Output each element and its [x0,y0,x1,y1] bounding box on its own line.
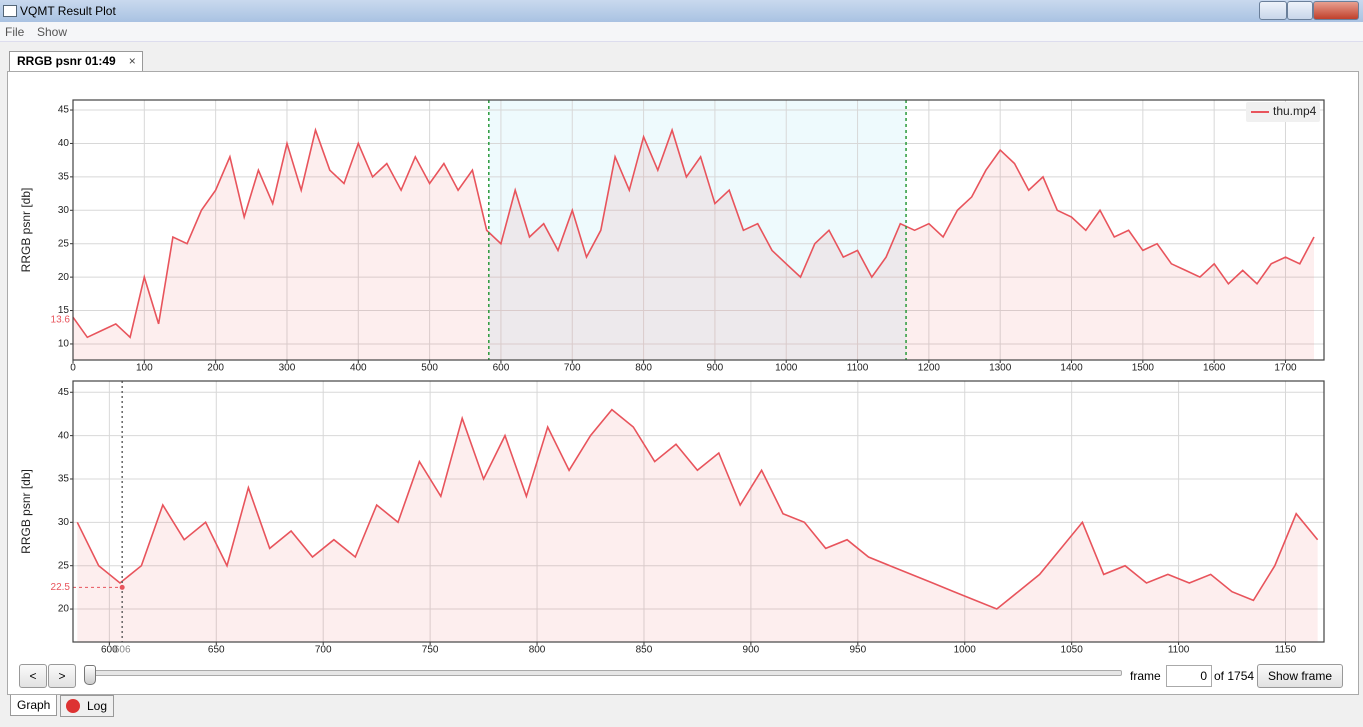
x-tick-label: 800 [529,645,546,656]
tab-close[interactable]: × [128,54,136,68]
x-tick-label: 0 [70,363,76,374]
total-label: of 1754 [1214,669,1255,683]
error-icon [66,699,80,713]
next-button[interactable]: > [48,664,76,688]
tab-bar: RRGB psnr 01:49 × [0,45,1363,71]
series-area [77,409,1318,642]
tab-label: RRGB psnr 01:49 [17,54,116,68]
x-tick-label: 1300 [989,363,1012,374]
frame-label: frame [1130,669,1161,683]
plot-frame [72,99,1325,361]
x-tick-label: 500 [421,363,438,374]
x-tick-label: 950 [849,645,866,656]
x-tick-label: 400 [350,363,367,374]
x-tick-label: 1000 [954,645,977,656]
series-line [72,127,1315,339]
menu-bar: File Show [0,22,1363,42]
y-tick-label: 25 [58,560,70,571]
cursor-point [119,584,125,590]
x-tick-label: 750 [422,645,439,656]
prev-button[interactable]: < [19,664,47,688]
x-tick-label: 700 [564,363,581,374]
y-tick-label: 40 [58,138,70,149]
legend-label: thu.mp4 [1273,104,1317,118]
menu-item[interactable]: Show [37,25,68,39]
y-tick-label: 45 [58,387,70,398]
frame-slider[interactable] [84,670,1122,676]
title-bar: VQMT Result Plot [0,0,1363,22]
y-tick-label: 30 [58,205,70,216]
y-tick-label: 25 [58,238,70,249]
cursor-y-label: 22.5 [51,582,71,593]
frame-input[interactable]: 0 [1166,665,1212,687]
show-frame-button[interactable]: Show frame [1257,664,1343,688]
plot-frame [72,380,1325,643]
y-tick-label: 40 [58,430,70,441]
x-tick-label: 1100 [847,363,869,374]
x-tick-label: 900 [707,363,724,374]
x-tick-label: 600 [101,645,118,656]
plots: 10 15 20 25 30 35 40 45 0 100 200 300 400 500 600 700 80… [19,99,1325,656]
app-icon [3,5,17,17]
y-tick-label: 20 [58,604,70,615]
x-tick-label: 1700 [1274,363,1297,374]
x-tick-label: 300 [279,363,296,374]
x-tick-label: 850 [636,645,653,656]
x-tick-label: 1100 [1168,645,1190,656]
series-area [73,130,1314,360]
x-tick-label: 1500 [1132,363,1155,374]
x-tick-label: 1000 [775,363,798,374]
window-title: VQMT Result Plot [20,4,116,18]
y-tick-label: 35 [58,474,70,485]
x-tick-label: 800 [635,363,652,374]
x-tick-label: 1600 [1203,363,1226,374]
y-tick-label: 30 [58,517,70,528]
log-tab[interactable]: Log [60,695,115,717]
y-tick-label: 20 [58,272,70,283]
y-axis-label: RRGB psnr [db] [19,188,33,273]
legend-box [1246,102,1320,122]
y-axis-label: RRGB psnr [db] [19,469,33,554]
menu-item[interactable]: File [5,25,25,39]
plot-tab[interactable]: RRGB psnr 01:49 × [9,51,143,71]
y-tick-label: 10 [58,339,70,350]
x-tick-label: 600 [493,363,510,374]
x-tick-label: 1050 [1061,645,1084,656]
cursor-x-label: 606 [114,645,131,656]
minimize-button[interactable] [1259,1,1287,20]
x-tick-label: 100 [136,363,153,374]
x-tick-label: 700 [315,645,332,656]
x-tick-label: 200 [207,363,224,374]
maximize-button[interactable] [1287,1,1313,20]
x-tick-label: 1400 [1060,363,1083,374]
y-tick-label: 45 [58,105,70,116]
slider-thumb[interactable] [84,665,96,685]
x-tick-label: 1150 [1275,645,1297,656]
log-tab-label: Log [87,699,108,713]
y-tick-label: 35 [58,172,70,183]
plot-area [73,381,1324,642]
close-button[interactable] [1313,1,1359,20]
series-line [76,408,1319,610]
y-tick-label: 15 [58,305,70,316]
graph-tab[interactable]: Graph [10,695,58,716]
x-tick-label: 1200 [918,363,941,374]
x-tick-label: 650 [208,645,225,656]
marker-y-label: 13.6 [51,315,71,326]
x-tick-label: 900 [743,645,760,656]
